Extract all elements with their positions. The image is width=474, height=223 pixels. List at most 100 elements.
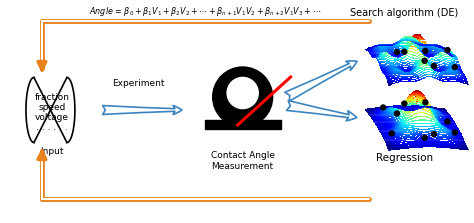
Bar [427,46,429,47]
Bar [406,141,408,142]
Bar [384,51,386,52]
Bar [435,117,437,118]
Bar [378,53,380,54]
Bar [410,74,411,75]
Bar [405,47,407,48]
Bar [433,107,435,108]
Bar [428,106,431,108]
Bar [388,51,391,52]
Bar [423,106,426,107]
Bar [424,46,426,47]
Bar [439,120,441,122]
Bar [450,147,453,149]
Bar [434,107,436,109]
Bar [392,121,395,123]
Bar [433,107,435,109]
Bar [437,50,439,51]
Bar [464,147,466,148]
Bar [403,69,406,70]
Bar [400,53,402,54]
Bar [437,53,438,54]
Bar [420,106,422,107]
Bar [424,146,427,147]
Bar [444,110,447,111]
Bar [428,106,430,107]
Bar [384,61,386,62]
Bar [399,107,401,109]
Bar [420,50,422,51]
Bar [440,48,443,50]
Bar [406,66,409,68]
Bar [444,111,446,112]
Bar [375,113,377,115]
Bar [442,49,444,50]
Bar [379,123,381,124]
Bar [404,111,406,112]
Bar [434,114,436,116]
Bar [392,44,394,45]
Bar [449,127,451,129]
Bar [412,139,414,140]
Bar [419,105,421,107]
Bar [438,79,439,80]
Bar [427,47,429,48]
Bar [404,146,406,147]
Bar [419,75,420,76]
Bar [438,120,440,121]
Bar [391,63,392,65]
Bar [399,67,401,69]
Bar [396,78,398,80]
Bar [399,139,401,140]
Bar [399,46,401,47]
Bar [396,56,399,57]
Bar [446,76,448,77]
Bar [432,107,435,108]
Bar [441,117,443,118]
Bar [387,72,389,73]
Circle shape [227,77,258,109]
Bar [443,52,445,53]
Bar [396,106,399,107]
Bar [420,116,422,117]
Bar [395,75,397,76]
Bar [412,36,414,37]
Bar [392,109,394,111]
Bar [403,136,405,137]
Bar [380,44,382,45]
Bar [387,143,389,144]
Bar [391,106,393,107]
Bar [436,52,438,53]
Bar [416,41,419,42]
Bar [378,61,380,62]
Bar [443,72,445,73]
Bar [384,106,386,108]
Bar [385,56,387,57]
Bar [391,106,393,107]
Bar [395,52,397,53]
Bar [434,60,436,61]
Bar [428,106,430,107]
Bar [410,134,413,135]
Bar [399,107,401,108]
Bar [406,70,408,72]
Bar [384,108,387,109]
Bar [404,101,406,103]
Bar [426,106,428,107]
Bar [417,45,419,46]
Bar [425,45,427,47]
Bar [374,52,376,53]
Bar [400,130,401,131]
Bar [453,56,455,57]
Bar [382,126,384,128]
Bar [425,137,428,139]
Bar [375,56,377,57]
Bar [449,71,451,72]
Bar [381,124,383,125]
Bar [383,64,385,65]
Bar [373,46,375,47]
Bar [435,69,438,70]
Bar [443,132,445,133]
Bar [437,109,439,110]
Bar [427,106,429,107]
Bar [415,107,418,108]
